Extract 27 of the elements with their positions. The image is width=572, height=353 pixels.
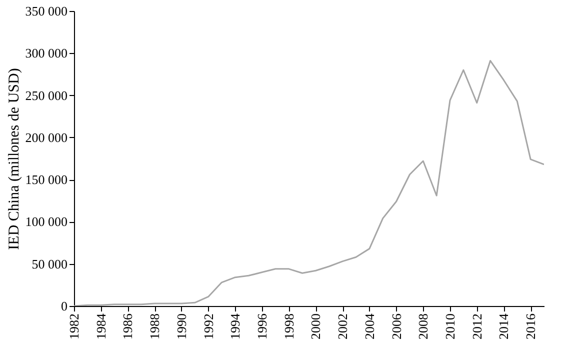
x-tick-label: 1986 (120, 313, 136, 340)
x-tick-label: 2002 (335, 314, 350, 340)
x-tick-label: 2012 (469, 314, 484, 340)
x-tick-label: 2008 (416, 314, 431, 340)
x-tick-label: 1990 (174, 314, 189, 340)
x-tick-label: 2016 (523, 313, 538, 340)
y-tick-label: 150 000 (25, 172, 68, 188)
x-tick-label: 1984 (93, 313, 108, 340)
x-tick-label: 1992 (200, 314, 216, 340)
x-tick-label: 1996 (254, 313, 270, 340)
x-tick-label: 1994 (228, 313, 243, 340)
y-tick-label: 100 000 (25, 214, 68, 230)
y-tick-label: 250 000 (25, 88, 68, 103)
y-tick-label: 0 (61, 298, 68, 314)
x-tick-label: 1982 (66, 314, 82, 340)
x-tick-label: 2006 (388, 313, 404, 340)
x-tick-label: 2004 (362, 313, 377, 340)
y-tick-label: 50 000 (32, 256, 68, 272)
y-axis-title: IED China (millones de USD) (6, 68, 22, 250)
y-tick-label: 350 000 (25, 4, 68, 18)
x-tick-label: 1998 (281, 314, 296, 340)
x-tick-label: 2000 (308, 314, 324, 340)
x-tick-label: 1988 (147, 314, 162, 340)
y-tick-label: 300 000 (25, 46, 68, 61)
x-tick-label: 2010 (442, 314, 458, 340)
y-tick-label: 200 000 (25, 130, 68, 145)
x-tick-label: 2014 (496, 313, 512, 340)
